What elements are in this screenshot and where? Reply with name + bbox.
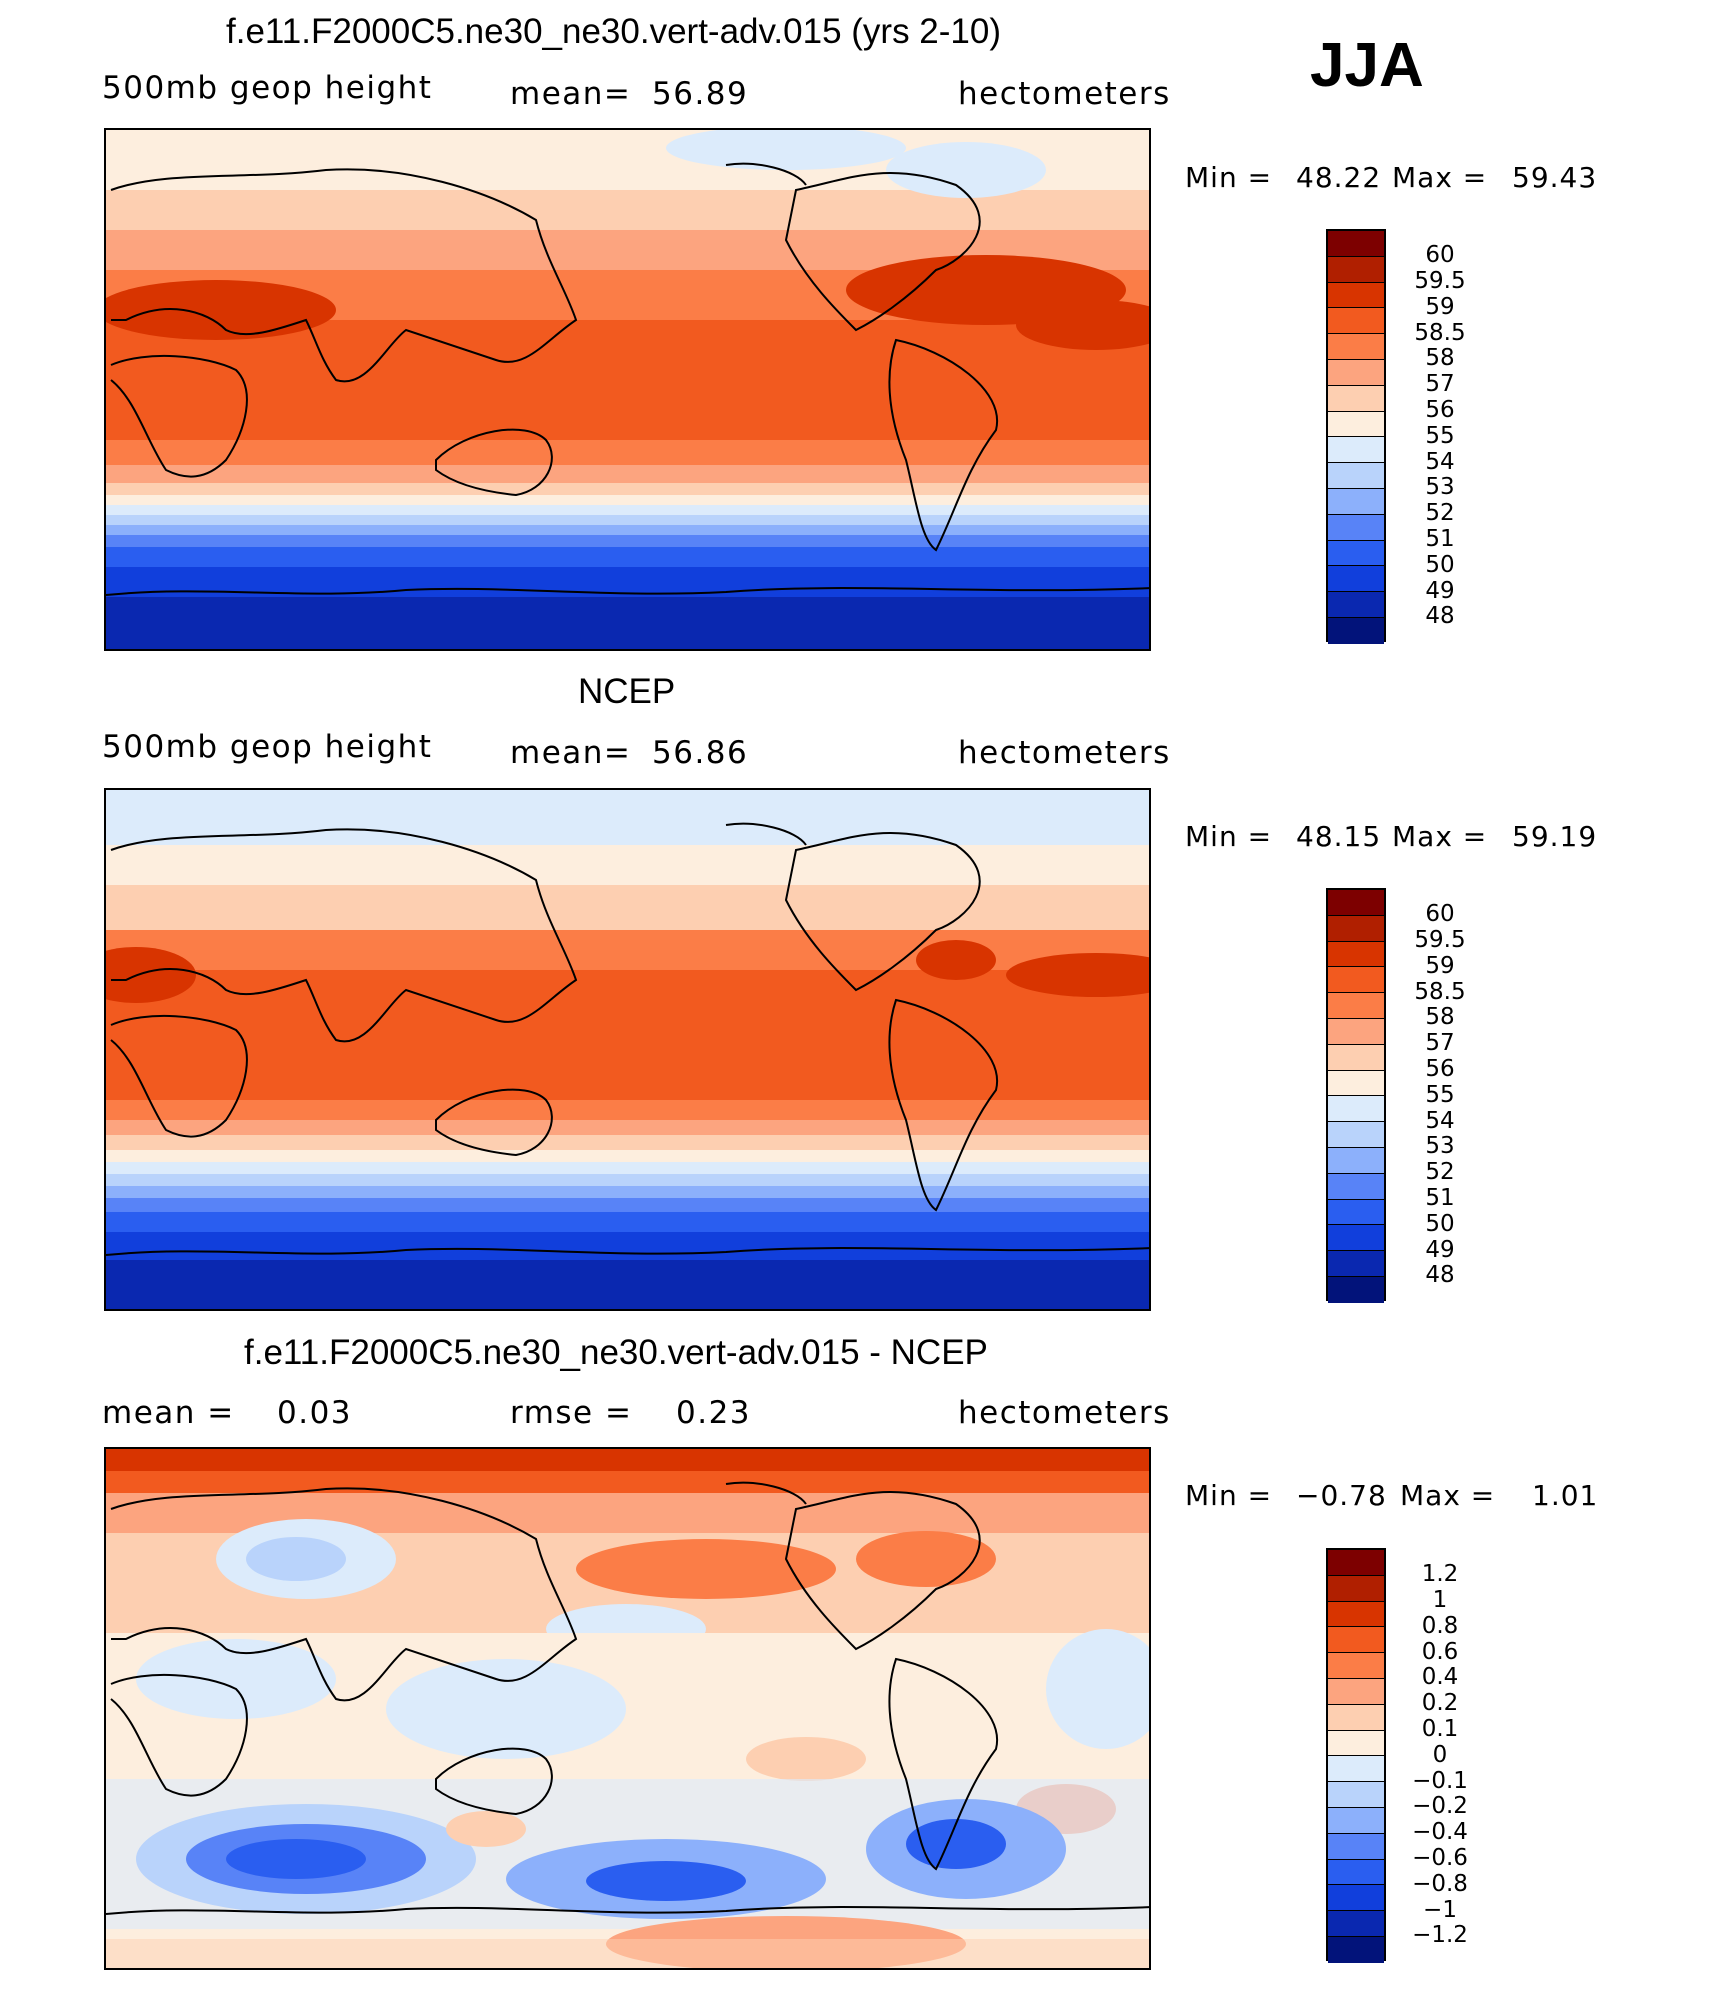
panel2-mean-label: mean= xyxy=(510,735,632,771)
panel1-units: hectometers xyxy=(958,76,1171,112)
panel3-map xyxy=(104,1447,1151,1970)
panel3-mean-value: 0.03 xyxy=(277,1395,353,1431)
panel2-mean-value: 56.86 xyxy=(652,735,749,771)
panel3-rmse-label: rmse = xyxy=(510,1395,633,1431)
panel3-units: hectometers xyxy=(958,1395,1171,1431)
panel2-max-label: Max = xyxy=(1392,820,1488,853)
panel1-colorbar-label: 60 xyxy=(1425,242,1455,268)
panel3-max-value: 1.01 xyxy=(1532,1479,1599,1512)
panel3-contour-plot xyxy=(106,1449,1149,1968)
panel2-colorbar-label: 52 xyxy=(1425,1159,1455,1185)
panel2-min-label: Min = xyxy=(1185,820,1273,853)
panel1-max-value: 59.43 xyxy=(1512,161,1598,194)
panel1-mean-value: 56.89 xyxy=(652,76,749,112)
panel3-min-value: −0.78 xyxy=(1296,1479,1387,1512)
panel2-colorbar-label: 48 xyxy=(1425,1262,1455,1288)
panel3-colorbar-label: −1 xyxy=(1423,1897,1457,1923)
panel2-colorbar xyxy=(1326,888,1386,1303)
panel1-colorbar xyxy=(1326,229,1386,644)
panel2-colorbar-label: 50 xyxy=(1425,1211,1455,1237)
panel1-colorbar-label: 51 xyxy=(1425,526,1455,552)
panel3-colorbar-label: 0.8 xyxy=(1421,1613,1459,1639)
panel3-colorbar-label: 0.4 xyxy=(1421,1664,1459,1690)
panel2-colorbar-label: 59 xyxy=(1425,953,1455,979)
panel3-max-label: Max = xyxy=(1400,1479,1496,1512)
panel2-map xyxy=(104,788,1151,1311)
panel3-colorbar-label: 1.2 xyxy=(1421,1561,1459,1587)
panel3-colorbar-label: −0.6 xyxy=(1412,1845,1468,1871)
panel1-colorbar-label: 50 xyxy=(1425,552,1455,578)
panel3-title: f.e11.F2000C5.ne30_ne30.vert-adv.015 - N… xyxy=(244,1333,988,1372)
panel1-min-value: 48.22 xyxy=(1296,161,1382,194)
panel2-max-value: 59.19 xyxy=(1512,820,1598,853)
panel3-colorbar-label: −1.2 xyxy=(1412,1922,1468,1948)
panel2-colorbar-label: 54 xyxy=(1425,1108,1455,1134)
panel3-colorbar-label: 1 xyxy=(1432,1587,1448,1613)
panel3-colorbar-label: −0.4 xyxy=(1412,1819,1468,1845)
panel2-contour-plot xyxy=(106,790,1149,1309)
panel1-colorbar-label: 56 xyxy=(1425,397,1455,423)
panel2-units: hectometers xyxy=(958,735,1171,771)
panel2-colorbar-label: 58.5 xyxy=(1414,979,1466,1005)
panel2-colorbar-label: 58 xyxy=(1425,1004,1455,1030)
panel1-contour-plot xyxy=(106,130,1149,649)
panel3-colorbar-label: 0.6 xyxy=(1421,1639,1459,1665)
panel1-colorbar-label: 49 xyxy=(1425,578,1455,604)
panel2-min-value: 48.15 xyxy=(1296,820,1382,853)
panel2-colorbar-label: 53 xyxy=(1425,1133,1455,1159)
panel2-colorbar-label: 56 xyxy=(1425,1056,1455,1082)
panel2-colorbar-label: 55 xyxy=(1425,1082,1455,1108)
panel2-colorbar-label: 60 xyxy=(1425,901,1455,927)
panel3-colorbar xyxy=(1326,1548,1386,1963)
panel1-colorbar-label: 58.5 xyxy=(1414,320,1466,346)
panel2-variable-label: 500mb geop height xyxy=(102,729,433,765)
panel1-colorbar-label: 59 xyxy=(1425,294,1455,320)
panel3-colorbar-label: 0.1 xyxy=(1421,1716,1459,1742)
panel1-max-label: Max = xyxy=(1392,161,1488,194)
panel3-colorbar-label: 0 xyxy=(1432,1742,1448,1768)
panel1-colorbar-label: 53 xyxy=(1425,474,1455,500)
panel2-title: NCEP xyxy=(578,672,676,711)
panel1-colorbar-label: 55 xyxy=(1425,423,1455,449)
panel3-mean-label: mean = xyxy=(102,1395,235,1431)
panel3-colorbar-label: −0.1 xyxy=(1412,1768,1468,1794)
panel1-title: f.e11.F2000C5.ne30_ne30.vert-adv.015 (yr… xyxy=(226,12,1002,51)
panel1-map xyxy=(104,128,1151,651)
panel2-colorbar-label: 51 xyxy=(1425,1185,1455,1211)
panel1-colorbar-label: 54 xyxy=(1425,449,1455,475)
panel3-colorbar-label: 0.2 xyxy=(1421,1690,1459,1716)
panel1-colorbar-label: 58 xyxy=(1425,345,1455,371)
panel2-colorbar-label: 59.5 xyxy=(1414,927,1466,953)
panel2-colorbar-label: 57 xyxy=(1425,1030,1455,1056)
panel1-colorbar-label: 57 xyxy=(1425,371,1455,397)
panel1-variable-label: 500mb geop height xyxy=(102,70,433,106)
panel3-rmse-value: 0.23 xyxy=(676,1395,752,1431)
panel3-min-label: Min = xyxy=(1185,1479,1273,1512)
panel3-colorbar-label: −0.8 xyxy=(1412,1871,1468,1897)
panel1-colorbar-label: 52 xyxy=(1425,500,1455,526)
panel1-colorbar-label: 59.5 xyxy=(1414,268,1466,294)
panel1-mean-label: mean= xyxy=(510,76,632,112)
panel1-min-label: Min = xyxy=(1185,161,1273,194)
panel1-colorbar-label: 48 xyxy=(1425,603,1455,629)
season-label: JJA xyxy=(1310,31,1424,100)
panel3-colorbar-label: −0.2 xyxy=(1412,1793,1468,1819)
panel2-colorbar-label: 49 xyxy=(1425,1237,1455,1263)
